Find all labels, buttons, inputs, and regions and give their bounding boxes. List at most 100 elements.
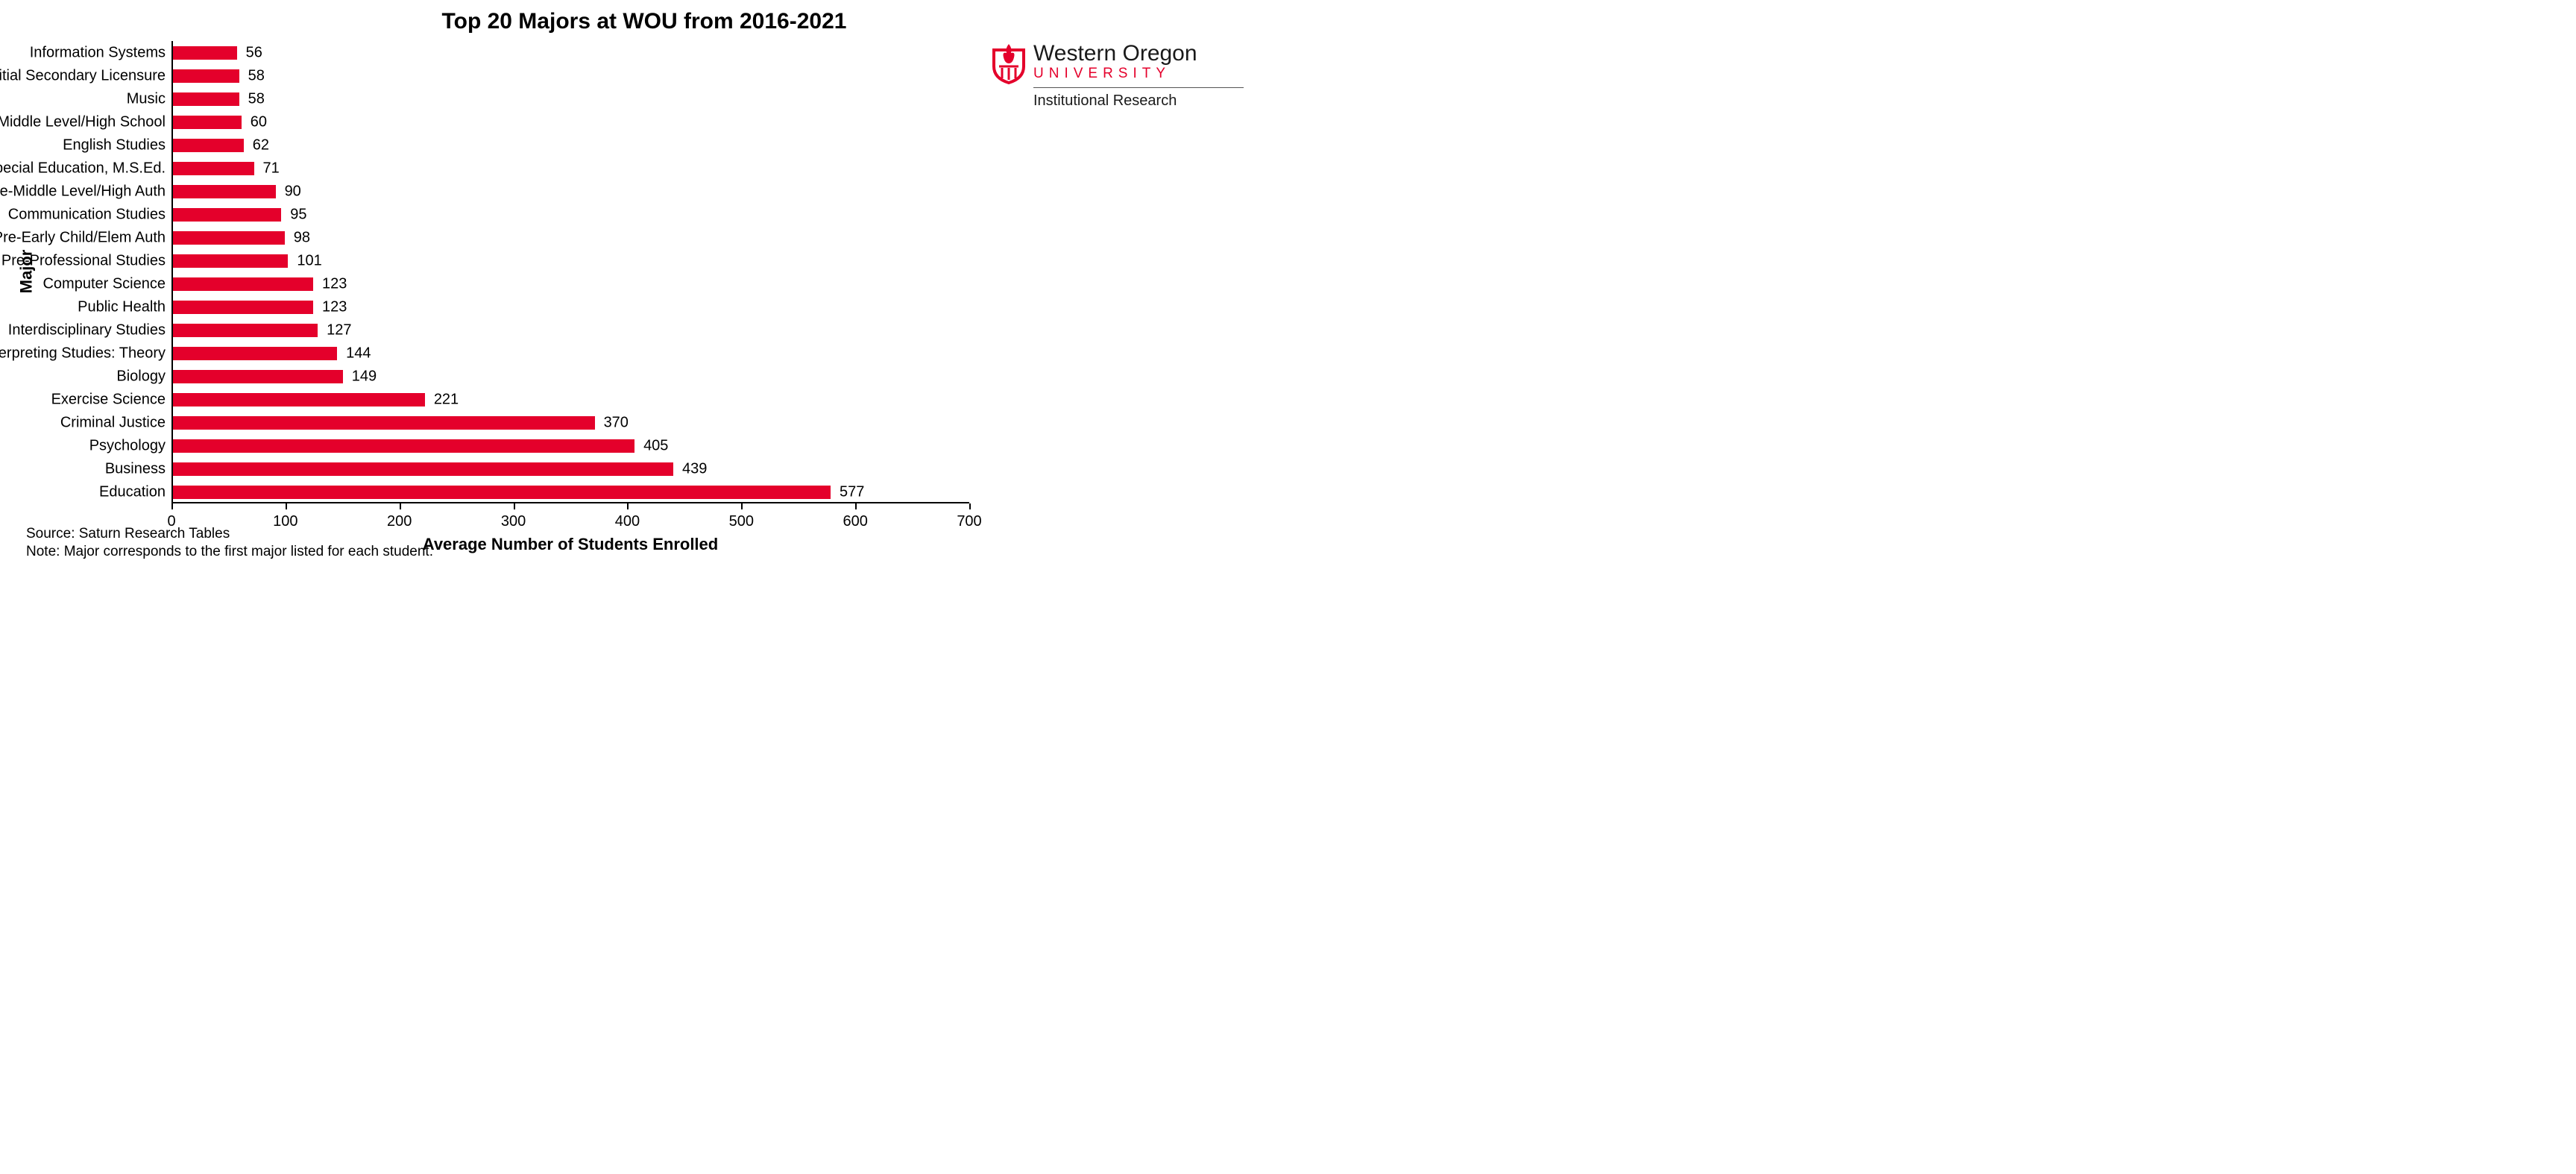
bar	[173, 393, 425, 406]
bar-value-label: 58	[248, 67, 265, 84]
bar-row: 60	[173, 116, 971, 129]
bar-row: 221	[173, 393, 971, 406]
bar-value-label: 123	[322, 275, 347, 292]
bar-row: 123	[173, 301, 971, 314]
bar-value-label: 101	[297, 252, 321, 269]
category-label: Pre-Middle Level/High Auth	[0, 183, 166, 200]
bar-value-label: 62	[253, 136, 269, 154]
category-label: Exercise Science	[51, 391, 166, 408]
bar-row: 98	[173, 231, 971, 245]
category-label: Biology	[116, 368, 166, 385]
bar	[173, 69, 239, 83]
bar-row: 577	[173, 486, 971, 499]
x-tick-label: 300	[501, 513, 526, 530]
bar	[173, 162, 254, 175]
bar	[173, 347, 337, 360]
bar	[173, 301, 313, 314]
category-label: Criminal Justice	[60, 414, 166, 431]
category-label: Computer Science	[42, 275, 166, 292]
bar	[173, 277, 313, 291]
bar-value-label: 95	[290, 206, 306, 223]
bar-row: 58	[173, 92, 971, 106]
x-tick	[855, 503, 857, 509]
bar-value-label: 90	[285, 183, 301, 200]
bar-value-label: 127	[327, 321, 351, 339]
bar	[173, 92, 239, 106]
bar-value-label: 370	[604, 414, 629, 431]
category-label: Information Systems	[30, 44, 166, 61]
bar-value-label: 60	[251, 113, 267, 131]
bar-value-label: 577	[840, 483, 864, 500]
x-tick	[627, 503, 629, 509]
y-axis-line	[171, 41, 173, 503]
wou-torch-shield-icon	[990, 41, 1027, 84]
institution-logo: Western Oregon UNIVERSITY Institutional …	[990, 41, 1244, 110]
bar-row: 62	[173, 139, 971, 152]
logo-text: Western Oregon UNIVERSITY	[1033, 43, 1197, 84]
category-label: Music	[127, 90, 166, 107]
bar	[173, 324, 318, 337]
bar-row: 370	[173, 416, 971, 430]
x-axis-line	[171, 502, 969, 503]
chart-container: Top 20 Majors at WOU from 2016-2021 56 58…	[0, 0, 1288, 587]
bar	[173, 486, 831, 499]
bar	[173, 439, 634, 453]
bar	[173, 462, 673, 476]
bar	[173, 46, 237, 60]
category-label: Pre-Early Child/Elem Auth	[0, 229, 166, 246]
bar-value-label: 221	[434, 391, 459, 408]
footnote-source: Source: Saturn Research Tables	[26, 526, 230, 542]
bar-value-label: 56	[246, 44, 262, 61]
bar-value-label: 144	[346, 345, 371, 362]
bar-row: 58	[173, 69, 971, 83]
logo-line1: Western Oregon	[1033, 43, 1197, 65]
logo-line2: UNIVERSITY	[1033, 65, 1197, 84]
category-label: Psychology	[89, 437, 166, 454]
x-tick	[514, 503, 515, 509]
bar-row: 439	[173, 462, 971, 476]
category-label: Interpreting Studies: Theory	[0, 345, 166, 362]
y-axis-title: Major	[16, 250, 36, 294]
category-label: Communication Studies	[8, 206, 166, 223]
category-label: Teaching: Initial Secondary Licensure	[0, 67, 166, 84]
x-tick-label: 200	[387, 513, 412, 530]
bar-row: 95	[173, 208, 971, 222]
x-tick-label: 600	[843, 513, 867, 530]
bar	[173, 416, 595, 430]
chart-title: Top 20 Majors at WOU from 2016-2021	[0, 9, 1288, 34]
x-tick-label: 100	[273, 513, 297, 530]
bar-row: 101	[173, 254, 971, 268]
bar-value-label: 71	[263, 160, 280, 177]
bar-value-label: 123	[322, 298, 347, 316]
logo-top-row: Western Oregon UNIVERSITY	[990, 41, 1244, 84]
bar-value-label: 149	[352, 368, 377, 385]
bar	[173, 139, 244, 152]
x-tick-label: 700	[957, 513, 981, 530]
bar-row: 56	[173, 46, 971, 60]
x-tick-label: 500	[729, 513, 754, 530]
bar-row: 71	[173, 162, 971, 175]
bar	[173, 185, 276, 198]
bar-row: 123	[173, 277, 971, 291]
bar	[173, 208, 281, 222]
bar	[173, 116, 242, 129]
bar-row: 127	[173, 324, 971, 337]
bar-row: 149	[173, 370, 971, 383]
category-label: Education	[99, 483, 166, 500]
x-tick	[741, 503, 743, 509]
bar-value-label: 58	[248, 90, 265, 107]
category-label: Business	[105, 460, 166, 477]
bar-value-label: 439	[682, 460, 707, 477]
bar-value-label: 98	[294, 229, 310, 246]
plot-area: 5658586062719095981011231231271441492213…	[171, 41, 969, 503]
logo-subline: Institutional Research	[1033, 92, 1244, 110]
bar-value-label: 405	[643, 437, 668, 454]
bar	[173, 370, 343, 383]
x-tick-label: 400	[615, 513, 640, 530]
category-label: Interdisciplinary Studies	[8, 321, 166, 339]
bar-row: 144	[173, 347, 971, 360]
x-tick	[400, 503, 401, 509]
footnote-note: Note: Major corresponds to the first maj…	[26, 544, 433, 560]
x-tick	[969, 503, 971, 509]
x-tick	[171, 503, 173, 509]
